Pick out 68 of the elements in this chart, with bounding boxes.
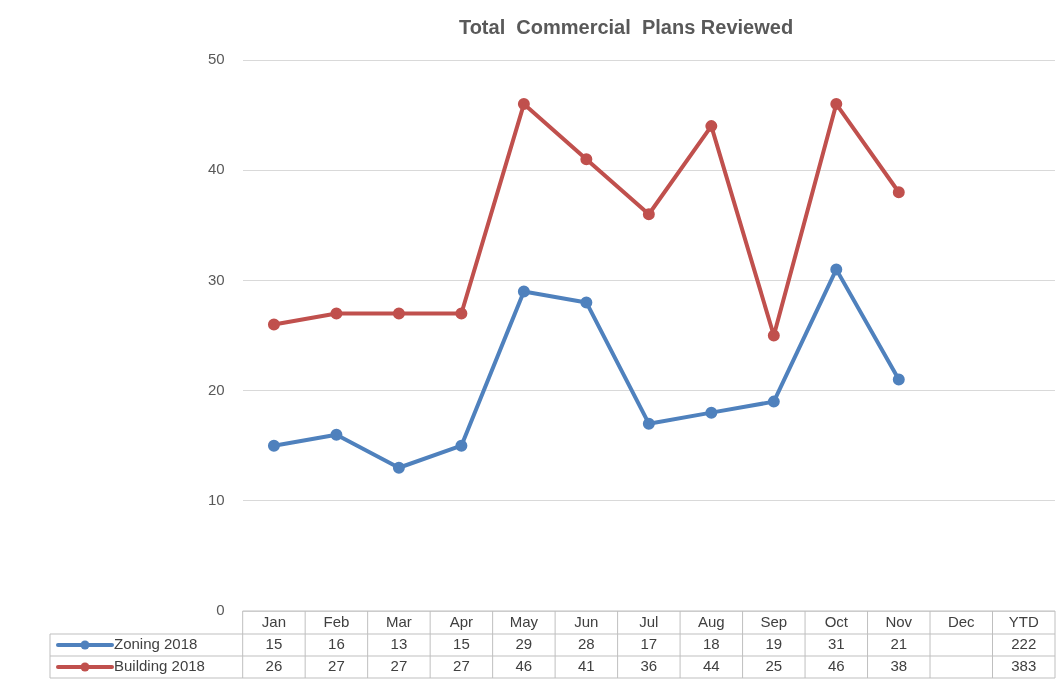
point [267, 439, 280, 452]
x-tick-label: May [509, 612, 539, 630]
point [517, 98, 530, 111]
x-tick-label: Oct [824, 612, 849, 630]
data-label: 36 [640, 657, 658, 675]
data-label: 27 [328, 657, 345, 675]
data-label: 25 [765, 657, 783, 675]
y-tick-label: 0 [216, 601, 225, 619]
text: 222 [1011, 635, 1037, 653]
x-tick-label: Mar [385, 612, 412, 630]
data-label: 15 [453, 635, 470, 653]
data-label: 38 [890, 657, 908, 675]
data-label: 44 [702, 657, 720, 675]
point [642, 208, 655, 221]
data-label: 31 [827, 635, 845, 653]
point [392, 307, 405, 320]
legend-label: Zoning 2018 [114, 635, 198, 653]
y-tick-label: 30 [208, 270, 225, 288]
data-label: 46 [515, 657, 533, 675]
data-label: 13 [390, 635, 408, 653]
point [580, 296, 593, 309]
data-label: 18 [702, 635, 720, 653]
data-label: 21 [890, 635, 908, 653]
data-label: 29 [515, 635, 533, 653]
point [580, 153, 593, 166]
data-label: 28 [578, 635, 595, 653]
x-tick-label: Feb [323, 612, 350, 630]
point [830, 263, 843, 276]
point [705, 120, 718, 133]
x-tick-label: Dec [947, 612, 976, 630]
data-label: 17 [640, 635, 658, 653]
y-tick-label: 50 [208, 50, 225, 68]
x-tick-label: Apr [449, 612, 474, 630]
text: 383 [1011, 657, 1037, 675]
x-tick-label: Nov [885, 612, 913, 630]
data-label: 27 [453, 657, 470, 675]
point [267, 318, 280, 331]
data-label: 19 [765, 635, 783, 653]
data-label: 46 [827, 657, 845, 675]
point [330, 307, 343, 320]
y-tick-label: 20 [208, 380, 225, 398]
point [392, 461, 405, 474]
x-tick-label: Sep [760, 612, 788, 630]
point [767, 395, 780, 408]
point [517, 285, 530, 298]
x-tick-label: Aug [697, 612, 725, 630]
point [892, 373, 905, 386]
point [455, 439, 468, 452]
point [330, 428, 343, 441]
x-tick-label: Jan [261, 612, 287, 630]
chart-title: Total Commercial Plans Reviewed [458, 15, 794, 38]
point [705, 406, 718, 419]
y-tick-label: 10 [208, 490, 225, 508]
data-label: 41 [578, 657, 595, 675]
data-label: 26 [265, 657, 283, 675]
point [642, 417, 655, 430]
data-label: 15 [265, 635, 283, 653]
x-tick-label: Jun [574, 612, 599, 630]
legend-label: Building 2018 [114, 657, 205, 675]
x-tick-label: Jul [639, 612, 659, 630]
point [892, 186, 905, 199]
point [830, 98, 843, 111]
data-label: 16 [328, 635, 345, 653]
point [767, 329, 780, 342]
x-tick-label: YTD [1008, 612, 1039, 630]
y-tick-label: 40 [208, 160, 225, 178]
data-label: 27 [390, 657, 408, 675]
point [455, 307, 468, 320]
